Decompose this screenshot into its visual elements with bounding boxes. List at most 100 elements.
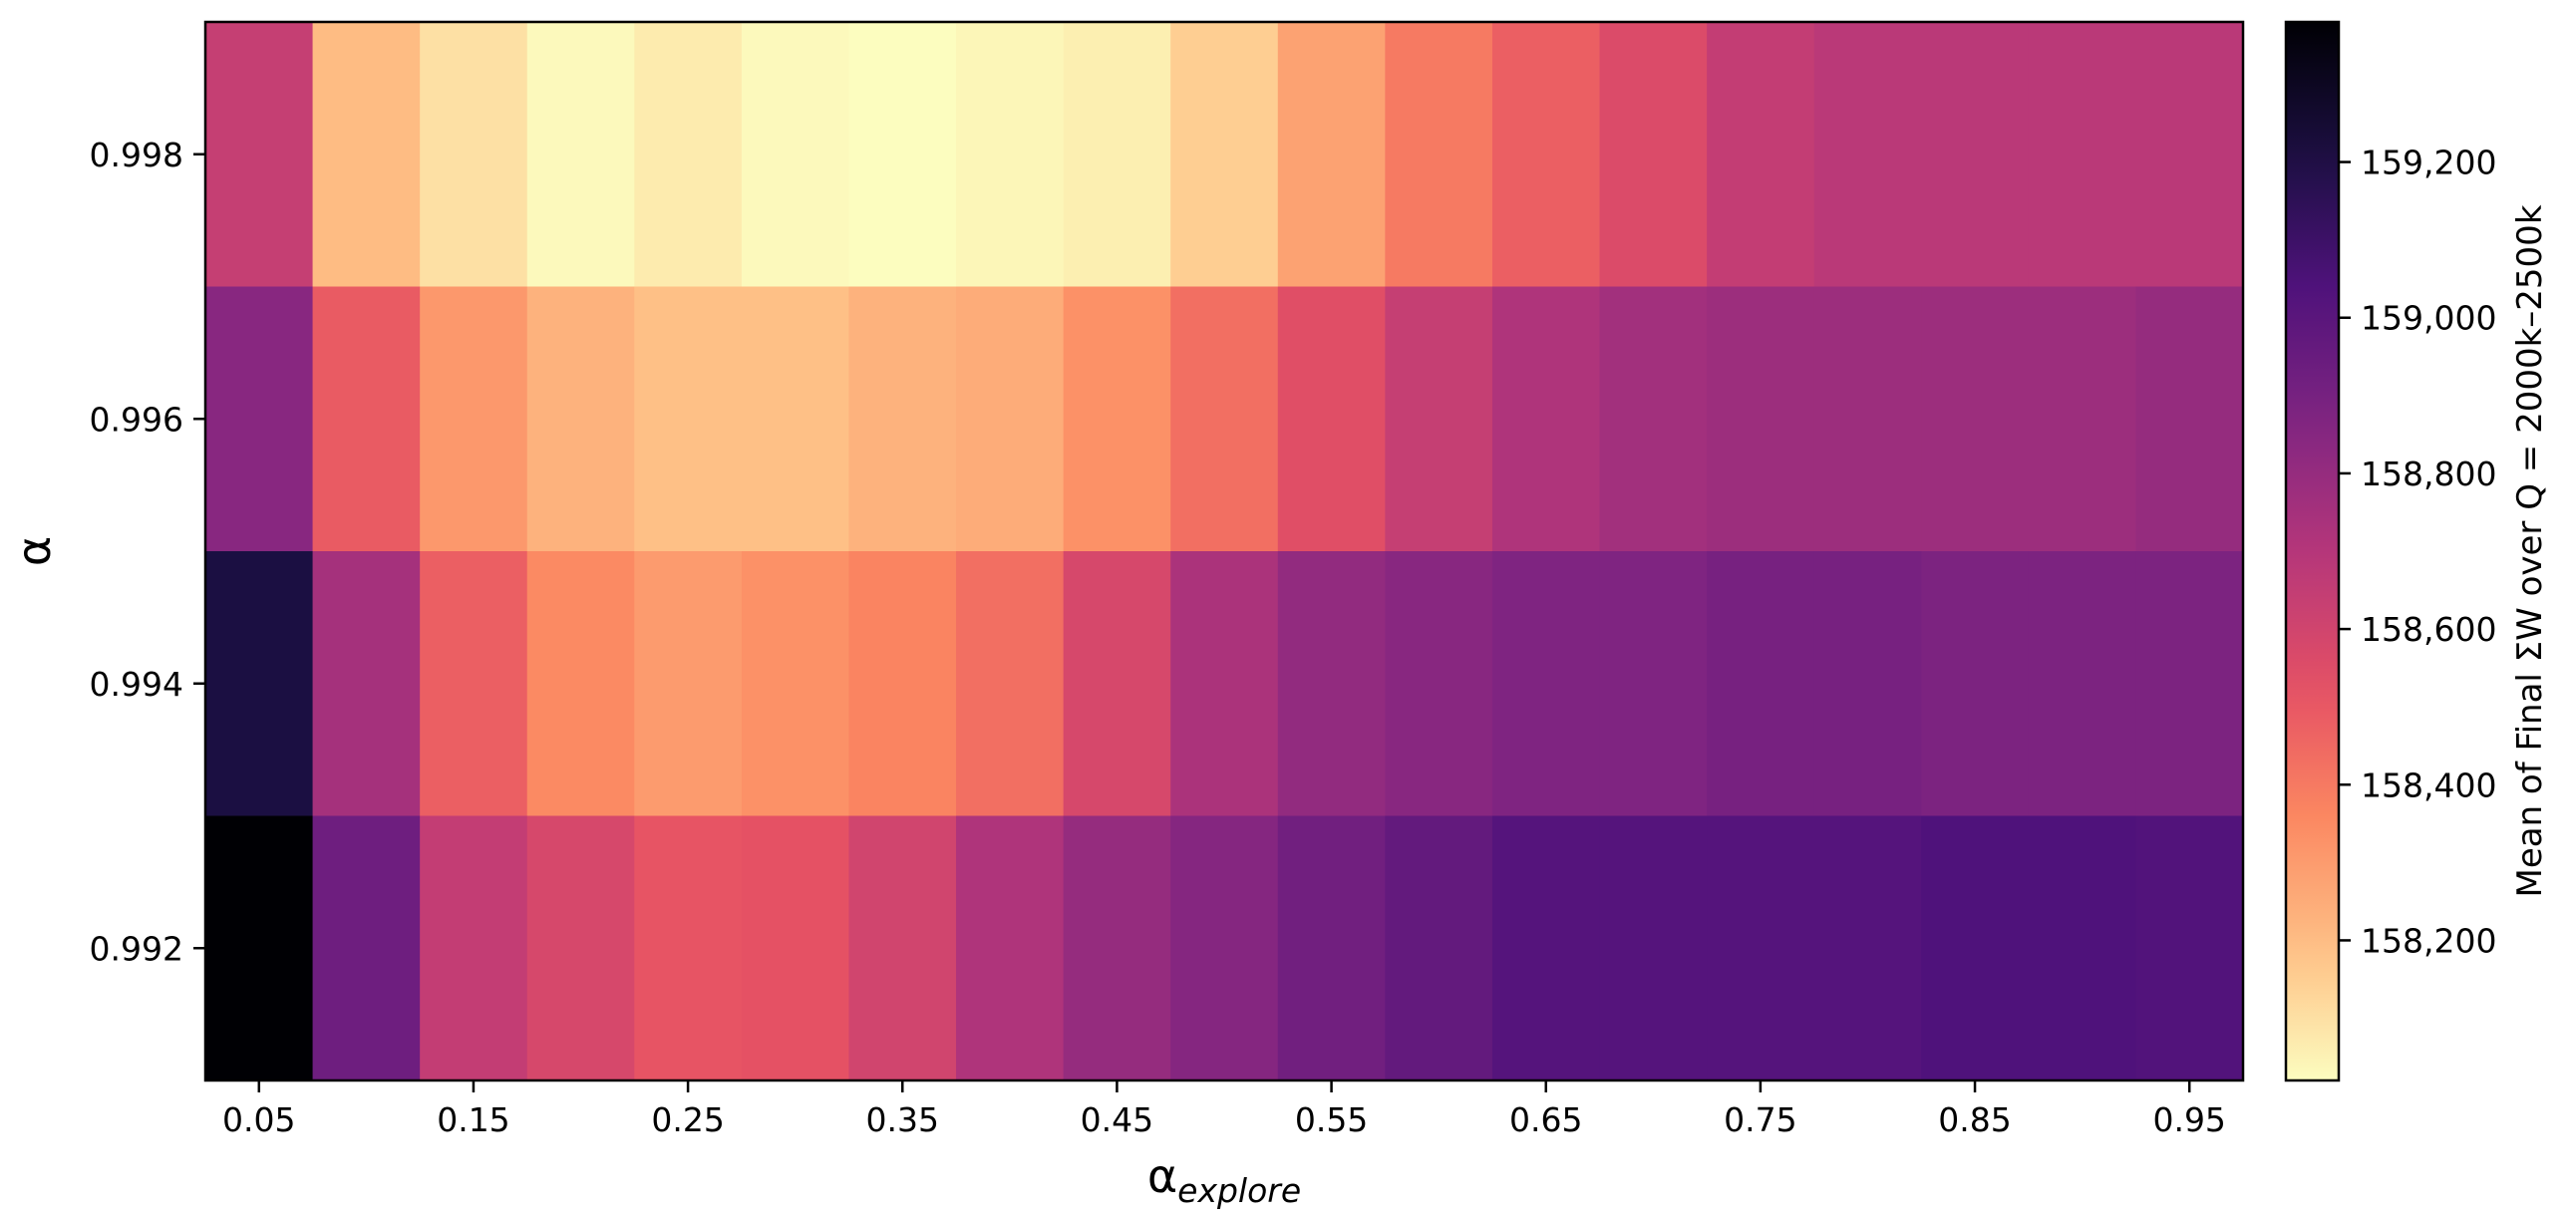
heatmap-cells: [205, 22, 2244, 1081]
colorbar-tick-label: 158,800: [2361, 455, 2496, 493]
y-tick-label: 0.998: [90, 136, 183, 174]
heatmap-cell: [2028, 22, 2137, 288]
heatmap-cell: [1599, 551, 1708, 817]
heatmap-cell: [848, 551, 957, 817]
colorbar-tick-label: 158,400: [2361, 765, 2496, 804]
heatmap-cell: [634, 815, 743, 1081]
heatmap-cell: [848, 22, 957, 288]
x-tick-label: 0.85: [1938, 1100, 2011, 1139]
heatmap-cell: [2135, 22, 2244, 288]
heatmap-cell: [1707, 286, 1815, 552]
heatmap-cell: [526, 551, 635, 817]
y-axis-label: α: [7, 536, 61, 566]
x-tick-label: 0.05: [222, 1100, 295, 1139]
x-tick-label: 0.45: [1081, 1100, 1153, 1139]
heatmap-cell: [1277, 551, 1386, 817]
heatmap-cell: [2028, 551, 2137, 817]
heatmap-cell: [205, 551, 314, 817]
heatmap-cell: [1921, 551, 2030, 817]
heatmap-cell: [2028, 815, 2137, 1081]
colorbar-tick-label: 158,600: [2361, 610, 2496, 649]
heatmap-cell: [420, 551, 528, 817]
heatmap-cell: [526, 22, 635, 288]
heatmap-cell: [2028, 286, 2137, 552]
heatmap-cell: [2135, 286, 2244, 552]
heatmap-cell: [312, 22, 421, 288]
heatmap-cell: [956, 286, 1065, 552]
heatmap-cell: [848, 815, 957, 1081]
heatmap-cell: [634, 286, 743, 552]
heatmap-cell: [1063, 815, 1171, 1081]
heatmap-cell: [1170, 815, 1279, 1081]
heatmap-cell: [205, 22, 314, 288]
heatmap-cell: [1170, 551, 1279, 817]
heatmap-cell: [1277, 286, 1386, 552]
colorbar-tick-label: 158,200: [2361, 921, 2496, 960]
heatmap-cell: [741, 286, 850, 552]
x-axis-label: αexplore: [1147, 1149, 1301, 1210]
heatmap-cell: [1599, 815, 1708, 1081]
x-tick-label: 0.65: [1509, 1100, 1582, 1139]
heatmap-cell: [1599, 22, 1708, 288]
heatmap-cell: [1277, 22, 1386, 288]
heatmap-cell: [1063, 22, 1171, 288]
heatmap-cell: [1813, 22, 1922, 288]
heatmap-cell: [1921, 22, 2030, 288]
heatmap-cell: [1063, 551, 1171, 817]
y-axis-ticks: 0.998 0.996 0.994 0.992: [90, 136, 205, 968]
heatmap-cell: [1707, 815, 1815, 1081]
x-tick-label: 0.75: [1724, 1100, 1796, 1139]
colorbar-tick-label: 159,000: [2361, 299, 2496, 338]
heatmap-cell: [848, 286, 957, 552]
y-tick-label: 0.992: [90, 929, 183, 968]
heatmap-cell: [420, 22, 528, 288]
x-axis-ticks: 0.05 0.15 0.25 0.35 0.45 0.55 0.65 0.75 0.85 0.95: [222, 1080, 2226, 1139]
x-tick-label: 0.35: [866, 1100, 939, 1139]
heatmap-cell: [312, 286, 421, 552]
heatmap-cell: [1921, 286, 2030, 552]
heatmap-cell: [1385, 286, 1493, 552]
heatmap-cell: [1599, 286, 1708, 552]
x-tick-label: 0.25: [651, 1100, 724, 1139]
heatmap-cell: [1813, 815, 1922, 1081]
colorbar-tick-label: 159,200: [2361, 144, 2496, 182]
heatmap-cell: [2135, 815, 2244, 1081]
colorbar-label: Mean of Final ΣW over Q = 2000k–2500k: [2510, 204, 2550, 897]
x-tick-label: 0.95: [2152, 1100, 2225, 1139]
heatmap-cell: [1277, 815, 1386, 1081]
heatmap-cell: [1385, 22, 1493, 288]
heatmap-cell: [312, 551, 421, 817]
heatmap-cell: [741, 22, 850, 288]
heatmap-cell: [634, 22, 743, 288]
heatmap-cell: [956, 22, 1065, 288]
heatmap-cell: [1491, 22, 1601, 288]
heatmap-cell: [956, 551, 1065, 817]
heatmap-cell: [1170, 286, 1279, 552]
colorbar-frame: [2284, 20, 2341, 1082]
heatmap-cell: [2135, 551, 2244, 817]
heatmap-cell: [420, 286, 528, 552]
colorbar-ticks: 158,200 158,400 158,600 158,800 159,000 159,2…: [2339, 144, 2496, 960]
heatmap-cell: [1707, 22, 1815, 288]
y-tick-label: 0.996: [90, 400, 183, 439]
heatmap-cell: [634, 551, 743, 817]
heatmap-cell: [1491, 815, 1601, 1081]
x-tick-label: 0.55: [1295, 1100, 1368, 1139]
heatmap-cell: [741, 815, 850, 1081]
heatmap-cell: [1385, 551, 1493, 817]
heatmap-cell: [420, 815, 528, 1081]
heatmap-cell: [1813, 286, 1922, 552]
y-tick-label: 0.994: [90, 665, 183, 704]
heatmap-cell: [526, 286, 635, 552]
heatmap-cell: [1385, 815, 1493, 1081]
heatmap-cell: [1491, 286, 1601, 552]
heatmap-cell: [1063, 286, 1171, 552]
heatmap-cell: [526, 815, 635, 1081]
plot-frame: [203, 20, 2245, 1082]
heatmap-cell: [1170, 22, 1279, 288]
colorbar: [2286, 22, 2339, 1080]
heatmap-cell: [1707, 551, 1815, 817]
heatmap-cell: [1813, 551, 1922, 817]
heatmap-cell: [1921, 815, 2030, 1081]
